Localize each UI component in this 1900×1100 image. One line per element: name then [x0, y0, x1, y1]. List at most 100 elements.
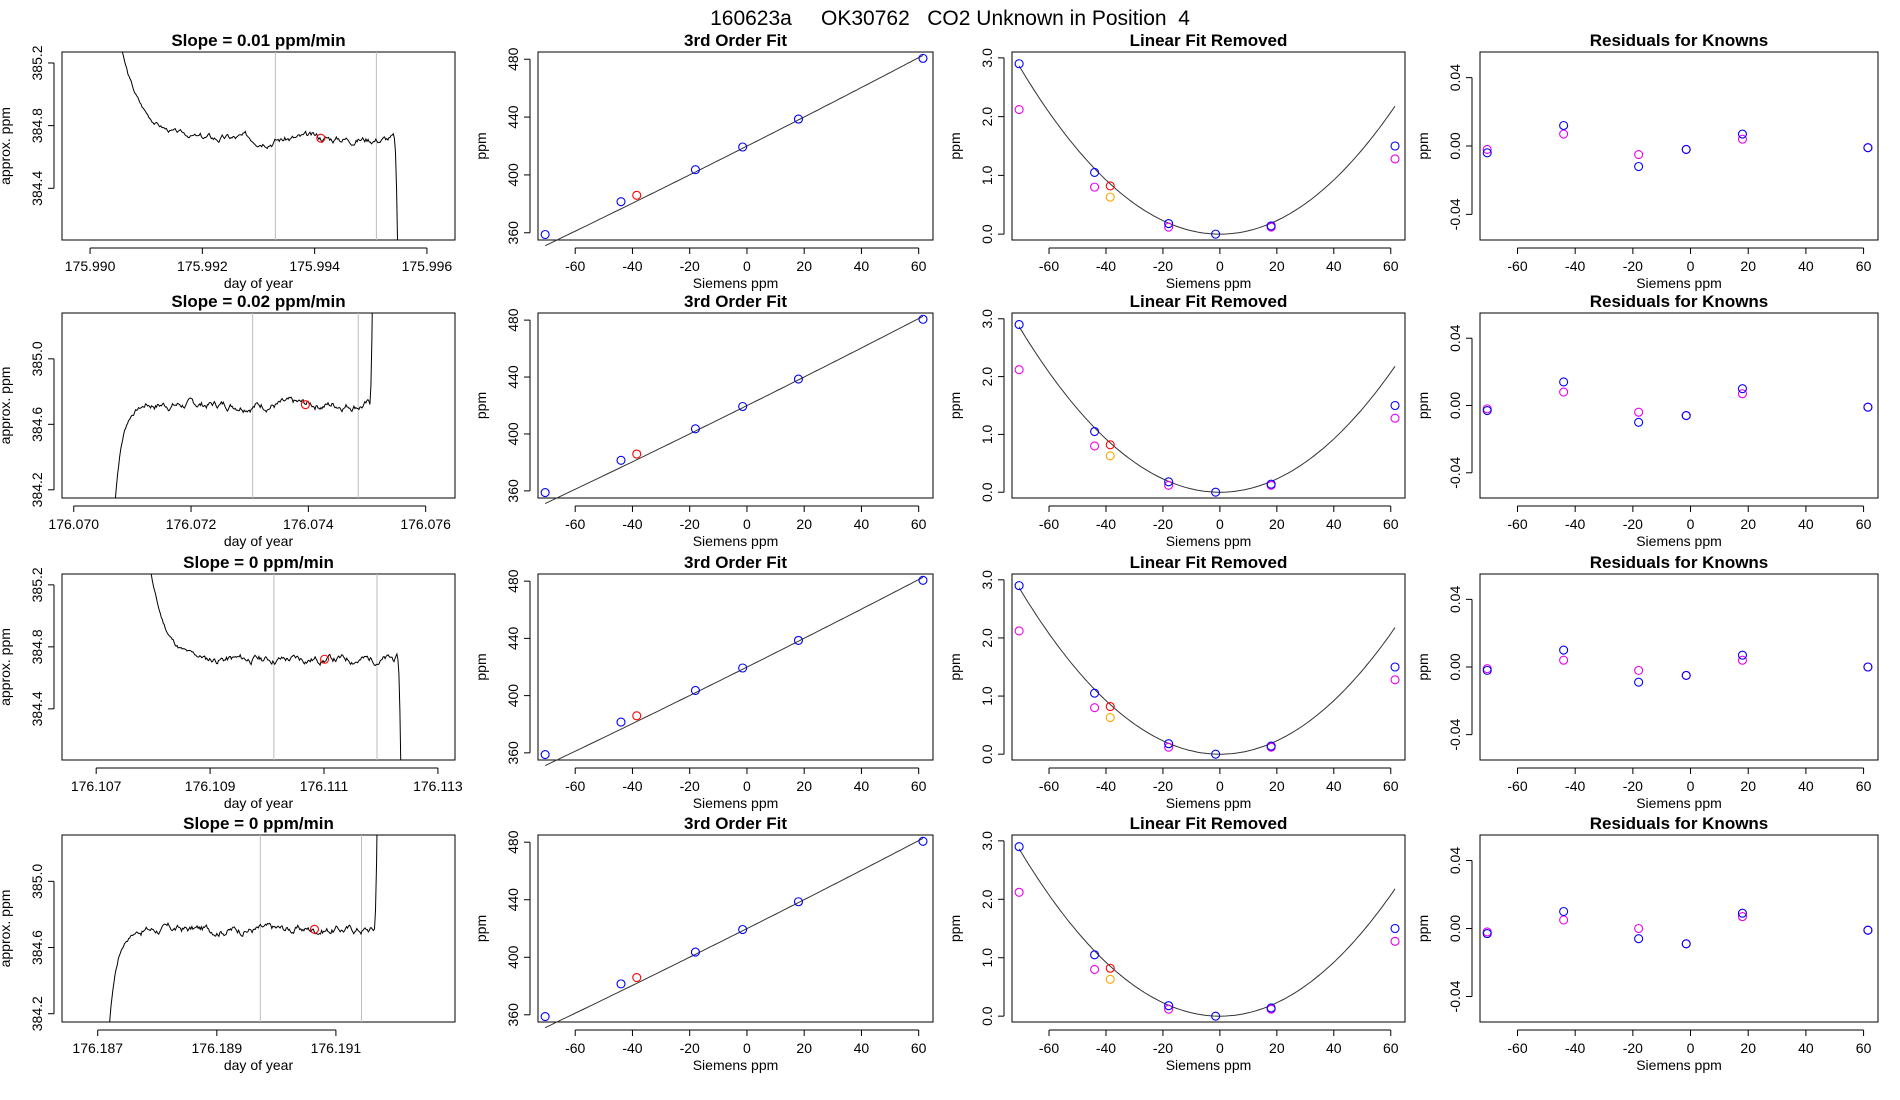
- plot-frame: [1011, 573, 1406, 761]
- x-tick-label: 0: [1216, 778, 1224, 794]
- x-tick-label: 40: [1798, 778, 1814, 794]
- x-tick-label: 0: [1216, 1040, 1224, 1056]
- alt-point: [1634, 149, 1644, 160]
- x-tick-label: -60: [1507, 778, 1527, 794]
- x-tick-label: 176.072: [166, 516, 217, 532]
- residual-plot-4: Residuals for Knowns Siemens ppm ppm -60 -40…: [1415, 814, 1879, 1073]
- known-point: [1164, 1001, 1174, 1011]
- known-point: [1863, 402, 1873, 412]
- plot-title: Slope = 0 ppm/min: [183, 814, 334, 833]
- plot-frame: [537, 573, 934, 761]
- known-point: [1211, 749, 1221, 759]
- plot-frame: [1479, 573, 1879, 761]
- alt-point: [1090, 441, 1100, 451]
- y-tick-label: 0.04: [1447, 324, 1463, 351]
- known-point: [738, 924, 748, 935]
- x-tick-label: 20: [1269, 258, 1285, 274]
- x-tick-label: 0: [1687, 1040, 1695, 1056]
- x-tick-label: 176.189: [192, 1040, 243, 1056]
- unknown-point: [632, 711, 642, 721]
- x-tick-label: 176.076: [400, 516, 451, 532]
- x-tick-label: 176.109: [185, 778, 236, 794]
- y-tick-label: 400: [505, 945, 521, 969]
- y-tick-label: 2.0: [979, 628, 995, 648]
- x-tick-label: 0: [1687, 258, 1695, 274]
- x-tick-label: 40: [854, 1040, 870, 1056]
- y-tick-label: 0.0: [979, 1006, 995, 1026]
- x-tick-label: 20: [796, 516, 812, 532]
- x-tick-label: 20: [1740, 1040, 1756, 1056]
- x-tick-label: 176.191: [311, 1040, 362, 1056]
- x-tick-label: -40: [1565, 516, 1585, 532]
- x-tick-label: 40: [1326, 258, 1342, 274]
- known-point: [1266, 221, 1276, 231]
- trace-plot-1: Slope = 0.01 ppm/min day of year approx. p…: [0, 31, 456, 291]
- y-tick-label: 0.00: [1447, 915, 1463, 942]
- plot-title: Linear Fit Removed: [1130, 31, 1288, 50]
- y-axis-label: approx. ppm: [0, 107, 13, 185]
- y-tick-label: 384.6: [29, 407, 45, 442]
- fit-plot-1: 3rd Order Fit Siemens ppm ppm -60 -40 -20 0 20 4…: [473, 31, 934, 291]
- known-point: [1681, 939, 1691, 949]
- x-tick-label: 176.070: [48, 516, 99, 532]
- x-tick-label: 0: [1687, 516, 1695, 532]
- x-tick-label: 0: [743, 516, 751, 532]
- linear-plot-1: Linear Fit Removed Siemens ppm ppm -60 -40 -2…: [947, 31, 1406, 291]
- y-tick-label: 2.0: [979, 107, 995, 127]
- y-axis-label: ppm: [1415, 392, 1431, 419]
- y-axis-label: ppm: [947, 132, 963, 159]
- unknown-point: [316, 133, 326, 143]
- residual-plot-1: Residuals for Knowns Siemens ppm ppm -60 -40…: [1415, 31, 1879, 291]
- x-tick-label: 0: [1216, 516, 1224, 532]
- y-tick-label: 385.0: [29, 341, 45, 376]
- y-tick-label: 360: [505, 741, 521, 765]
- y-tick-label: 0.00: [1447, 132, 1463, 159]
- y-tick-label: 0.0: [979, 482, 995, 502]
- plot-title: Residuals for Knowns: [1590, 814, 1769, 833]
- x-tick-label: -40: [1096, 258, 1116, 274]
- y-tick-label: 384.6: [29, 930, 45, 965]
- x-axis-label: Siemens ppm: [1636, 275, 1722, 291]
- known-point: [1390, 662, 1400, 672]
- known-point: [1090, 950, 1100, 960]
- x-tick-label: 20: [1269, 516, 1285, 532]
- x-tick-label: 40: [1798, 1040, 1814, 1056]
- known-point: [1482, 929, 1492, 939]
- plot-frame: [1011, 51, 1406, 241]
- x-axis-label: Siemens ppm: [693, 1057, 779, 1073]
- x-tick-label: 40: [1326, 1040, 1342, 1056]
- x-tick-label: 40: [1798, 258, 1814, 274]
- x-tick-label: -20: [1153, 516, 1173, 532]
- trace-line: [114, 313, 373, 498]
- known-point: [690, 165, 700, 175]
- y-axis-label: ppm: [1415, 653, 1431, 680]
- linear-plot-3: Linear Fit Removed Siemens ppm ppm -60 -40 -2…: [947, 553, 1406, 811]
- x-tick-label: -20: [1623, 1040, 1643, 1056]
- x-tick-label: 40: [1326, 778, 1342, 794]
- known-point: [1164, 477, 1174, 487]
- x-tick-label: -20: [1153, 258, 1173, 274]
- x-tick-label: -20: [1623, 778, 1643, 794]
- alt-point: [1014, 365, 1024, 375]
- y-tick-label: 385.0: [29, 864, 45, 899]
- plot-frame: [61, 312, 456, 499]
- x-tick-label: 176.113: [413, 778, 463, 794]
- known-point: [540, 488, 550, 498]
- y-tick-label: -0.04: [1447, 718, 1463, 750]
- known-point: [1737, 650, 1747, 660]
- quadratic-curve: [1018, 326, 1396, 493]
- fit-curve: [544, 315, 924, 505]
- y-tick-label: 440: [505, 105, 521, 129]
- plot-title: Residuals for Knowns: [1590, 292, 1769, 311]
- known-point: [1266, 479, 1276, 489]
- plot-title: Slope = 0.01 ppm/min: [171, 31, 345, 50]
- known-point: [1559, 120, 1569, 131]
- x-tick-label: -40: [622, 258, 642, 274]
- plot-title: 3rd Order Fit: [684, 292, 787, 311]
- x-tick-label: -60: [1507, 1040, 1527, 1056]
- alt-point: [1390, 936, 1400, 946]
- unknown-point: [1105, 440, 1115, 450]
- known-point: [1390, 923, 1400, 934]
- x-tick-label: 0: [1216, 258, 1224, 274]
- trace-plot-3: Slope = 0 ppm/min day of year approx. ppm 1…: [0, 553, 463, 811]
